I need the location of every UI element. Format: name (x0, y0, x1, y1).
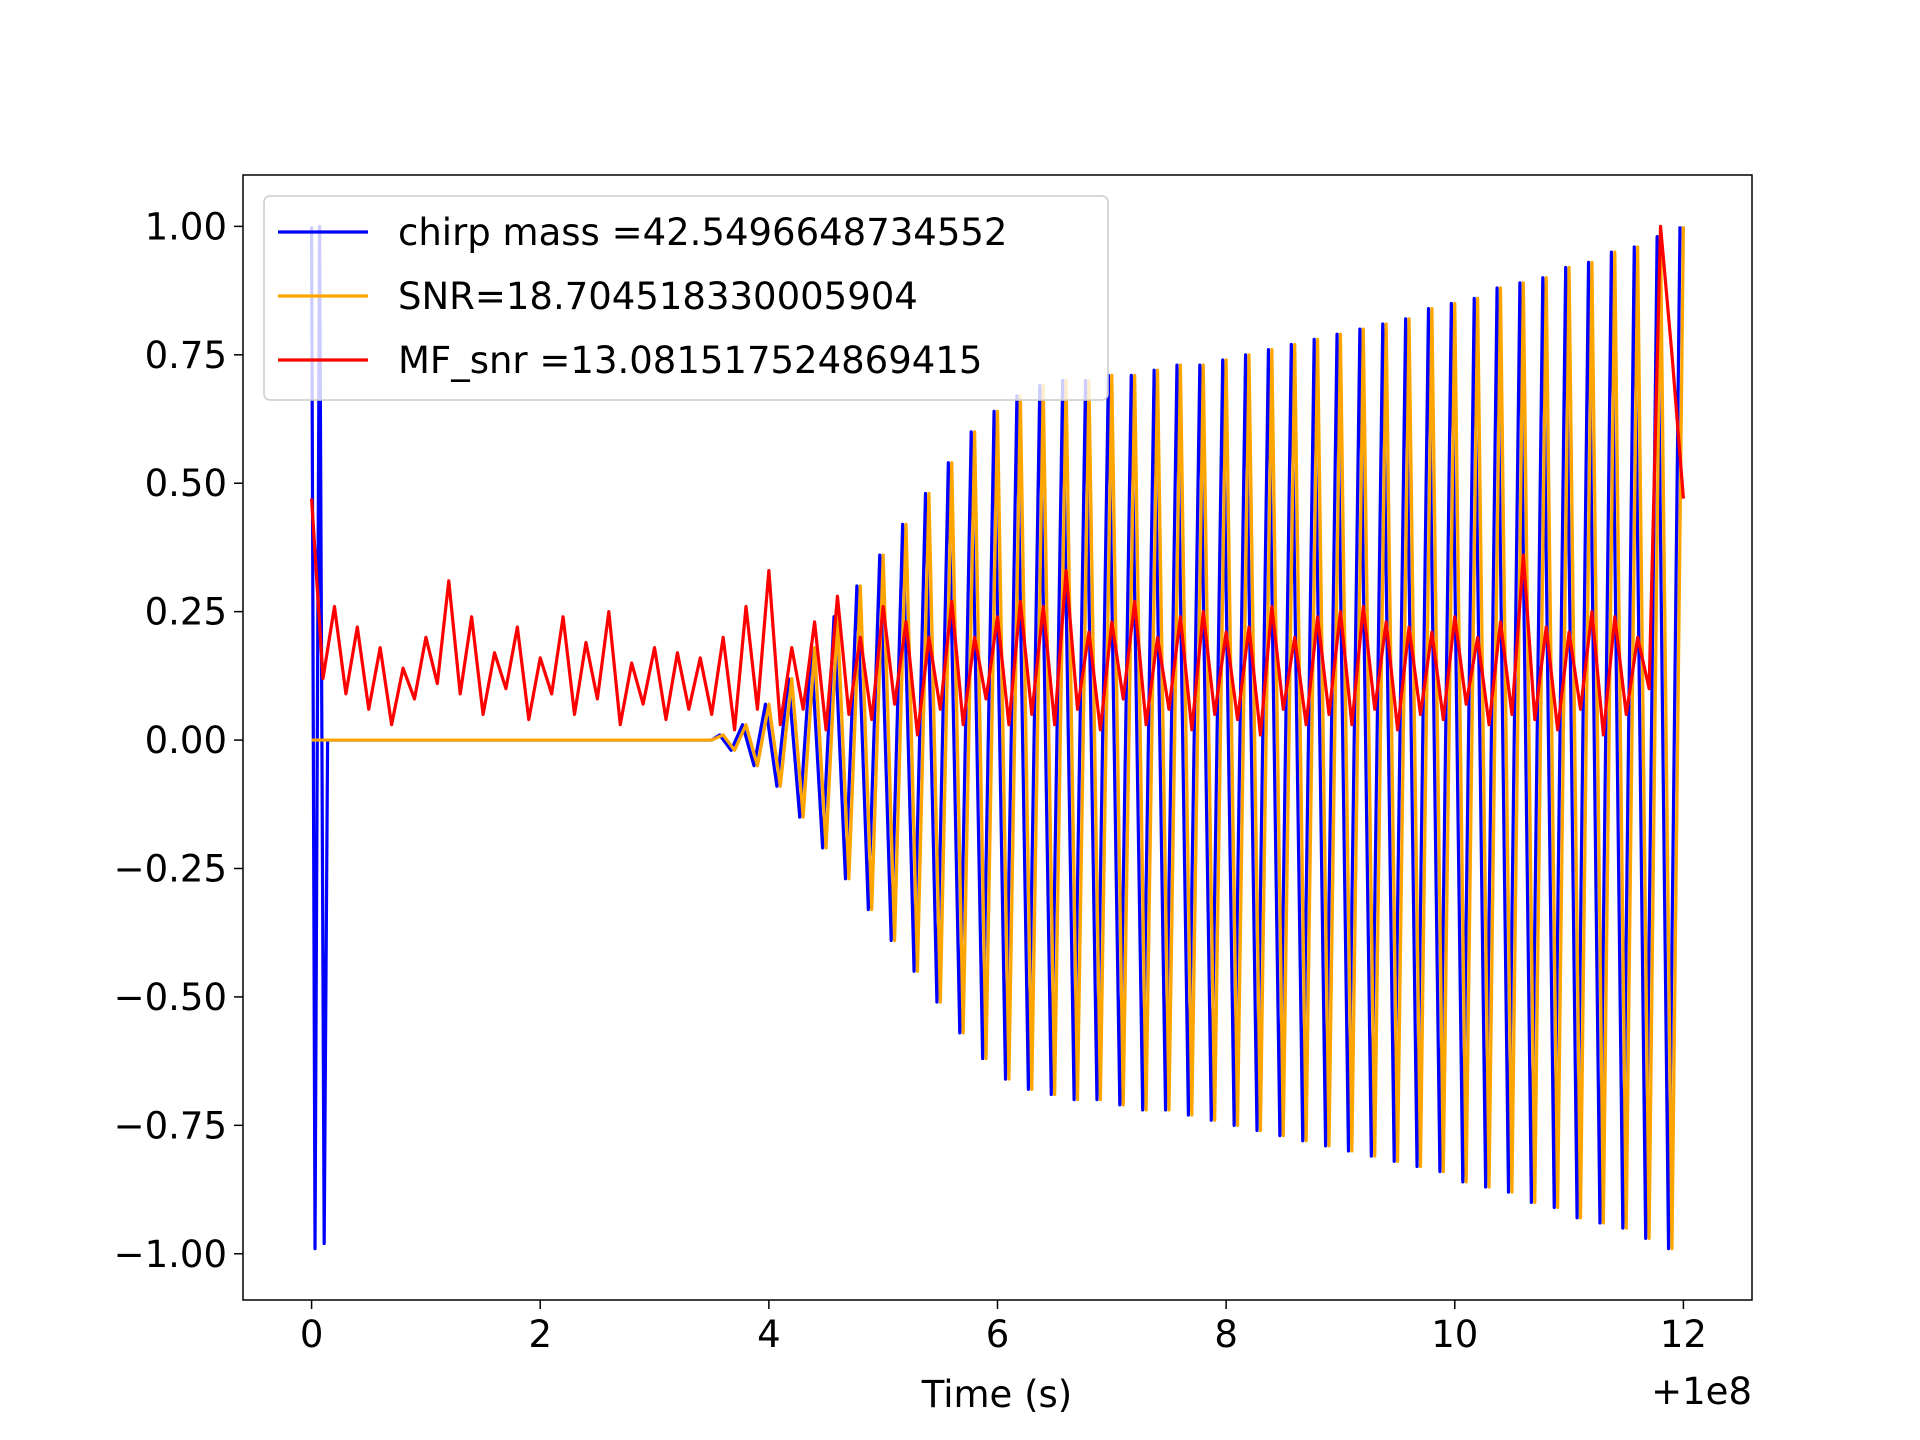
y-tick-label: −1.00 (114, 1233, 227, 1276)
y-tick-label: 1.00 (145, 205, 227, 248)
legend-label: MF_snr =13.081517524869415 (398, 339, 982, 382)
y-tick-label: −0.25 (114, 847, 227, 890)
legend-box (263, 195, 1109, 401)
series-line (309, 224, 1682, 1251)
x-tick-label: 2 (528, 1313, 552, 1356)
legend-label: chirp mass =42.5496648734552 (398, 211, 1007, 254)
y-tick-label: 0.75 (145, 334, 227, 377)
plot-frame (242, 174, 1753, 1301)
series-line (309, 224, 1686, 737)
y-tick-label: −0.50 (114, 976, 227, 1019)
x-tick-label: 12 (1660, 1313, 1707, 1356)
x-tick-label: 8 (1214, 1313, 1238, 1356)
x-axis-label: Time (s) (921, 1373, 1072, 1416)
x-tick-label: 10 (1431, 1313, 1478, 1356)
legend-label: SNR=18.704518330005904 (398, 275, 918, 318)
x-offset-label: +1e8 (1651, 1370, 1752, 1413)
legend: chirp mass =42.5496648734552 SNR=18.70451… (263, 195, 1109, 401)
y-tick-label: 0.25 (145, 591, 227, 634)
y-tick-label: 0.00 (145, 719, 227, 762)
y-tick-label: 0.50 (145, 462, 227, 505)
y-tick-label: −0.75 (114, 1104, 227, 1147)
x-tick-label: 4 (757, 1313, 781, 1356)
x-tick-label: 6 (986, 1313, 1010, 1356)
x-tick-label: 0 (300, 1313, 324, 1356)
